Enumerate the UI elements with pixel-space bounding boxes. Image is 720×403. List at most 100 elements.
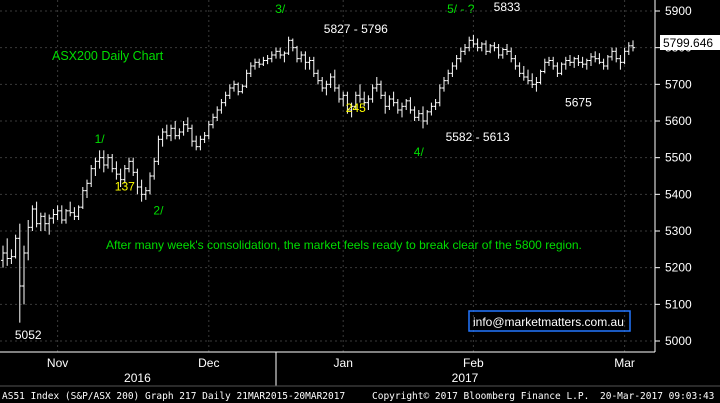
last-price-label: 5799.646 xyxy=(663,36,713,50)
ohlc-bar xyxy=(328,73,333,88)
ohlc-bar xyxy=(295,45,299,63)
ohlc-bar xyxy=(164,124,169,140)
ohlc-bar xyxy=(576,55,581,66)
ohlc-bar xyxy=(278,47,283,59)
ohlc-bar xyxy=(500,47,505,59)
ohlc-bar xyxy=(80,187,85,209)
ohlc-bar xyxy=(152,157,157,180)
chart-annotation: 4/ xyxy=(414,145,425,159)
ohlc-bars xyxy=(1,34,635,323)
chart-annotations: 3/5827 - 5796 5/ - ? 5833 1/137 2/245 4/5582 … xyxy=(15,0,592,342)
ohlc-bar xyxy=(227,84,232,99)
ohlc-bar xyxy=(513,55,518,70)
ohlc-bar xyxy=(374,77,379,92)
ohlc-bar xyxy=(114,161,119,180)
ohlc-bar xyxy=(509,47,514,63)
ohlc-bar xyxy=(538,69,543,85)
ohlc-bar xyxy=(131,157,136,176)
footer-left: AS51 Index (S&P/ASX 200) Graph 217 Daily… xyxy=(2,391,345,402)
ohlc-bar xyxy=(139,179,144,202)
chart-annotation: 5833 xyxy=(494,0,521,14)
ohlc-bar xyxy=(236,82,241,96)
watermark-text: info@marketmatters.com.au xyxy=(473,315,624,329)
chart-annotation: 5052 xyxy=(15,328,42,342)
y-tick-label: 5300 xyxy=(665,224,692,238)
chart-comment: After many week's consolidation, the mar… xyxy=(106,238,582,252)
ohlc-bar xyxy=(143,187,148,200)
ohlc-bar xyxy=(349,102,354,118)
ohlc-bar xyxy=(248,62,253,77)
ohlc-bar xyxy=(353,91,358,110)
ohlc-bar xyxy=(47,214,52,235)
last-price-tag: 5799.646 xyxy=(660,35,720,50)
ohlc-bar xyxy=(177,128,182,140)
ohlc-bar xyxy=(379,80,383,99)
ohlc-bar xyxy=(194,135,199,151)
chart-annotation: 5827 - 5796 xyxy=(324,22,388,36)
ohlc-bar xyxy=(127,157,131,173)
y-tick-label: 5200 xyxy=(665,261,692,275)
ohlc-bar xyxy=(303,51,308,70)
ohlc-bar xyxy=(542,58,547,74)
ohlc-bar xyxy=(555,62,560,77)
ohlc-bar xyxy=(110,154,115,173)
y-tick-label: 5400 xyxy=(665,187,692,201)
watermark[interactable]: info@marketmatters.com.au xyxy=(468,310,631,332)
x-month-label: Mar xyxy=(614,356,635,370)
ohlc-bar xyxy=(215,106,220,121)
ohlc-bar xyxy=(148,172,152,195)
ohlc-bar xyxy=(34,201,39,228)
ohlc-bar xyxy=(290,38,295,52)
y-tick-label: 5600 xyxy=(665,114,692,128)
x-year-label: 2016 xyxy=(124,371,151,385)
ohlc-bar xyxy=(240,84,245,94)
ohlc-bar xyxy=(261,56,266,66)
chart-annotation: 137 xyxy=(115,180,135,194)
ohlc-bar xyxy=(433,99,438,110)
ohlc-bar xyxy=(9,249,14,264)
ohlc-bar xyxy=(106,154,110,169)
ohlc-bar xyxy=(496,44,501,59)
ohlc-bar xyxy=(307,56,312,70)
x-month-label: Dec xyxy=(198,356,219,370)
ohlc-bar xyxy=(505,44,509,55)
ohlc-bar xyxy=(362,91,367,107)
ohlc-bar xyxy=(223,91,228,107)
ohlc-bar xyxy=(185,117,190,132)
ohlc-bar xyxy=(631,40,635,52)
chart-annotation: 5582 - 5613 xyxy=(446,130,510,144)
ohlc-bar xyxy=(22,245,26,305)
ohlc-bar xyxy=(479,42,484,52)
ohlc-bar xyxy=(416,110,421,121)
ohlc-bar xyxy=(551,56,556,70)
ohlc-bar xyxy=(30,205,35,231)
chart-annotation: 245 xyxy=(346,101,366,115)
ohlc-bar xyxy=(467,36,472,52)
ohlc-bar xyxy=(51,209,56,224)
ohlc-bar xyxy=(559,62,564,76)
ohlc-bar xyxy=(395,99,400,114)
chart-annotation: 1/ xyxy=(95,132,106,146)
ohlc-bar xyxy=(265,55,270,65)
y-tick-label: 5500 xyxy=(665,151,692,165)
ohlc-bar xyxy=(26,220,31,261)
ohlc-bar xyxy=(38,212,43,231)
footer: AS51 Index (S&P/ASX 200) Graph 217 Daily… xyxy=(0,385,720,402)
ohlc-bar xyxy=(610,47,614,61)
ohlc-bar xyxy=(181,121,186,136)
ohlc-bar xyxy=(274,47,278,59)
ohlc-bar xyxy=(64,209,68,224)
x-month-label: Feb xyxy=(463,356,484,370)
ohlc-bar xyxy=(5,238,10,266)
ohlc-bar xyxy=(17,223,22,323)
ohlc-bar xyxy=(156,135,161,165)
ohlc-bar xyxy=(358,84,362,103)
ohlc-bar xyxy=(43,212,47,231)
ohlc-bar xyxy=(421,106,425,129)
ohlc-bar xyxy=(366,95,371,110)
ohlc-bar xyxy=(190,124,194,147)
ohlc-bar xyxy=(429,102,434,116)
ohlc-bar xyxy=(160,128,165,147)
ohlc-bar xyxy=(517,62,522,77)
